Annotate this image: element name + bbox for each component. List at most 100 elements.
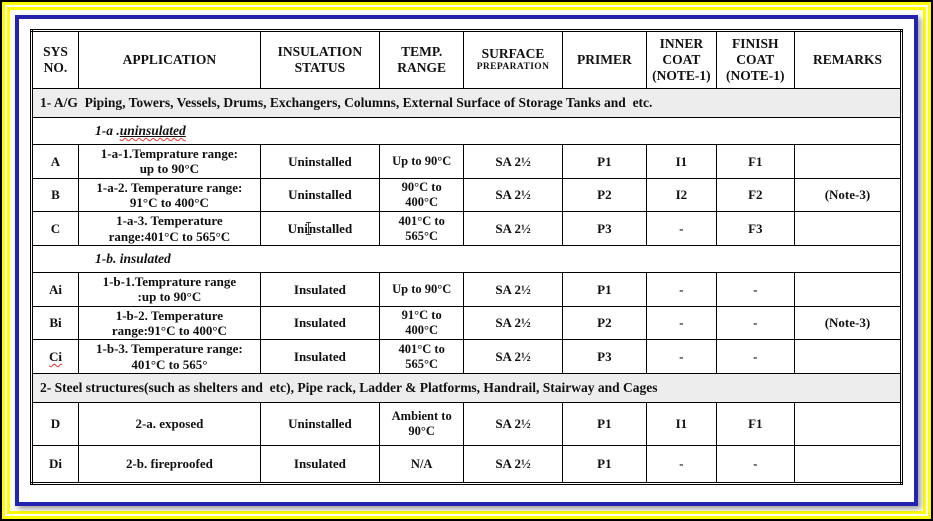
cell-sys-no: B bbox=[31, 177, 79, 213]
table-area: SYS NO. APPLICATION INSULATION STATUS TEMP. RA… bbox=[19, 19, 914, 502]
cell-surface-preparation: SA 2½ bbox=[463, 401, 563, 446]
text-cursor-ibeam bbox=[305, 221, 311, 235]
yellow-frame-inner: SYS NO. APPLICATION INSULATION STATUS TEMP. RA… bbox=[7, 7, 926, 514]
frame-gap: SYS NO. APPLICATION INSULATION STATUS TEMP. RA… bbox=[10, 10, 923, 511]
col-header-temp-range: TEMP. RANGE bbox=[378, 30, 465, 89]
cell-application: 1-b-1.Temprature range:up to 90°C bbox=[77, 271, 261, 307]
cell-finish-coat: - bbox=[715, 271, 795, 307]
sys-label: Ai bbox=[48, 281, 62, 297]
cell-temp-range: 91°C to 400°C bbox=[378, 305, 465, 341]
cell-temp-range: 90°C to 400°C bbox=[378, 177, 465, 213]
col-header-line: SURFACE bbox=[481, 46, 545, 62]
subsection-row: 1-b. insulated bbox=[31, 244, 902, 273]
cell-temp-range: Up to 90°C bbox=[378, 144, 465, 179]
col-header-inner-coat: INNER COAT (NOTE-1) bbox=[646, 30, 717, 89]
cell-surface-preparation: SA 2½ bbox=[463, 271, 563, 307]
temp-range-line: N/A bbox=[410, 456, 433, 471]
blue-frame: SYS NO. APPLICATION INSULATION STATUS TEMP. RA… bbox=[15, 15, 918, 506]
cell-primer: P2 bbox=[561, 305, 648, 341]
cell-primer: P2 bbox=[561, 177, 648, 213]
cell-sys-no: C bbox=[31, 211, 79, 246]
cell-insulation-status: Insulated bbox=[259, 271, 381, 307]
cell-primer: P3 bbox=[561, 211, 648, 246]
cell-insulation-status: Insulated bbox=[259, 305, 381, 341]
application-line: 1-b-2. Temperature bbox=[115, 307, 224, 323]
cell-application: 2-a. exposed bbox=[77, 401, 261, 446]
subsection-word-underline: uninsulated bbox=[120, 123, 186, 138]
cell-remarks bbox=[793, 271, 903, 307]
cell-remarks: (Note-3) bbox=[793, 305, 903, 341]
sys-label: Bi bbox=[49, 315, 62, 331]
cell-inner-coat: - bbox=[646, 339, 717, 374]
cell-temp-range: 401°C to 565°C bbox=[378, 211, 465, 246]
temp-range-line: 565°C bbox=[405, 228, 439, 243]
cell-primer: P1 bbox=[561, 444, 648, 484]
application-line: 1-a-2. Temperature range: bbox=[96, 179, 243, 195]
table-row-Ai: Ai 1-b-1.Temprature range:up to 90°C Insul… bbox=[31, 271, 903, 307]
table-row-B: B 1-a-2. Temperature range: 91°C to 400°C U… bbox=[31, 177, 903, 213]
table-row-Bi: Bi 1-b-2. Temperature range:91°C to 400°C I… bbox=[31, 305, 903, 341]
section-band-row: 1- A/G Piping, Towers, Vessels, Drums, E… bbox=[31, 88, 902, 118]
temp-range-line: 90°C bbox=[408, 423, 435, 438]
col-header-sys-no: SYS NO. bbox=[31, 30, 79, 89]
temp-range-line: Ambient to bbox=[391, 409, 452, 424]
sys-label: Di bbox=[48, 456, 62, 472]
temp-range-line: Up to 90°C bbox=[392, 281, 452, 296]
col-header-remarks: REMARKS bbox=[793, 30, 903, 89]
temp-range-line: 91°C to bbox=[401, 308, 442, 323]
cell-sys-no: Di bbox=[31, 444, 79, 484]
cell-insulation-status: Insulated bbox=[259, 339, 381, 374]
cell-finish-coat: - bbox=[715, 444, 795, 484]
cell-temp-range: 401°C to 565°C bbox=[378, 339, 465, 374]
application-line: range:91°C to 400°C bbox=[111, 322, 227, 338]
cell-primer: P1 bbox=[561, 271, 648, 307]
cell-inner-coat: - bbox=[646, 305, 717, 341]
temp-range-line: Up to 90°C bbox=[392, 153, 452, 168]
table-row-C: C 1-a-3. Temperature range:401°C to 565°C U… bbox=[31, 211, 903, 246]
cell-sys-no: A bbox=[31, 144, 79, 179]
cell-remarks bbox=[793, 211, 903, 246]
cell-temp-range: Ambient to 90°C bbox=[378, 401, 465, 446]
application-line: 1-a-1.Temprature range: bbox=[100, 146, 238, 161]
cell-surface-preparation: SA 2½ bbox=[463, 305, 563, 341]
application-line: up to 90°C bbox=[139, 161, 200, 177]
cell-surface-preparation: SA 2½ bbox=[463, 144, 563, 179]
table-body: 1- A/G Piping, Towers, Vessels, Drums, E… bbox=[31, 88, 903, 484]
cell-application: 1-b-2. Temperature range:91°C to 400°C bbox=[77, 305, 261, 341]
col-header-line: TEMP. bbox=[401, 44, 443, 60]
application-line: 2-a. exposed bbox=[135, 416, 204, 432]
application-line: 1-a-3. Temperature bbox=[116, 213, 223, 229]
sys-label: A bbox=[50, 153, 61, 169]
cell-surface-preparation: SA 2½ bbox=[463, 177, 563, 213]
cell-primer: P1 bbox=[561, 401, 648, 446]
application-line: 1-b-3. Temperature range: bbox=[96, 341, 243, 357]
cell-finish-coat: F2 bbox=[715, 177, 795, 213]
cell-inner-coat: - bbox=[646, 444, 717, 484]
sys-label: C bbox=[50, 220, 61, 236]
application-line: 401°C to 565° bbox=[131, 356, 208, 372]
cell-remarks bbox=[793, 401, 903, 446]
cell-inner-coat: I1 bbox=[646, 401, 717, 446]
section-band-row: 2- Steel structures(such as shelters and… bbox=[31, 372, 902, 403]
section-band: 2- Steel structures(such as shelters and… bbox=[31, 372, 902, 403]
col-header-insulation-status: INSULATION STATUS bbox=[259, 30, 381, 89]
cell-surface-preparation: SA 2½ bbox=[463, 211, 563, 246]
cell-remarks bbox=[793, 444, 903, 484]
subsection-word: insulated bbox=[119, 251, 171, 266]
col-header-finish-coat: FINISH COAT (NOTE-1) bbox=[715, 30, 795, 89]
application-line: range:401°C to 565°C bbox=[108, 228, 231, 244]
col-header-line: REMARKS bbox=[812, 52, 882, 68]
table-row-Di: Di 2-b. fireproofed Insulated N/A SA 2½ P1- - bbox=[31, 444, 903, 484]
cell-inner-coat: I2 bbox=[646, 177, 717, 213]
cell-insulation-status: Uninstalled bbox=[259, 144, 381, 179]
frame-separator: SYS NO. APPLICATION INSULATION STATUS TEMP. RA… bbox=[5, 5, 928, 516]
cell-insulation-status: Uninstalled bbox=[259, 177, 381, 213]
table-row-A: A 1-a-1.Temprature range: up to 90°C Uninst… bbox=[31, 144, 903, 179]
cell-remarks bbox=[793, 339, 903, 374]
col-header-line: FINISH bbox=[732, 36, 779, 52]
header-row: SYS NO. APPLICATION INSULATION STATUS TEMP. RA… bbox=[31, 30, 903, 89]
col-header-primer: PRIMER bbox=[561, 30, 648, 89]
